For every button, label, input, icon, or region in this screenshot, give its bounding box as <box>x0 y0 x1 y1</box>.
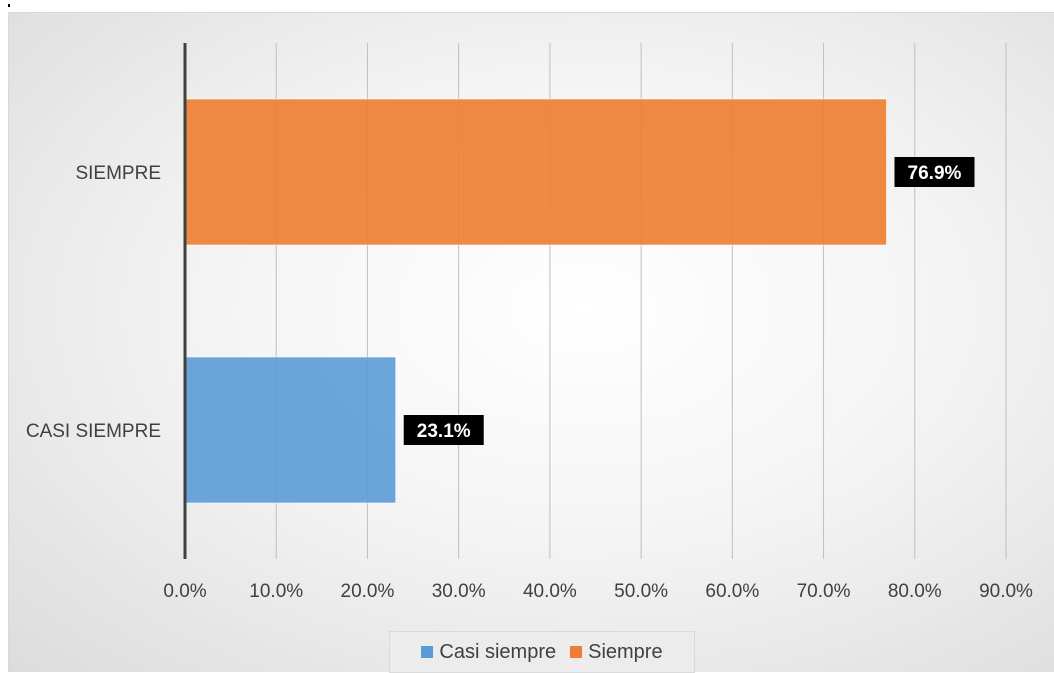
x-tick-label: 40.0% <box>523 581 577 602</box>
legend-label-casi-siempre: Casi siempre <box>439 640 557 663</box>
x-tick-label: 70.0% <box>797 581 851 602</box>
legend-swatch-casi-siempre <box>421 646 434 658</box>
x-tick-label: 20.0% <box>341 581 395 602</box>
bar <box>184 98 887 246</box>
x-tick-label: 10.0% <box>249 581 303 602</box>
legend-swatch-siempre <box>570 646 583 658</box>
data-label: 23.1% <box>417 421 471 442</box>
legend-label-siempre: Siempre <box>588 640 663 663</box>
category-label: CASI SIEMPRE <box>26 421 161 442</box>
legend-item-siempre: Siempre <box>570 640 663 664</box>
x-tick-label: 80.0% <box>888 581 942 602</box>
chart-area: 0.0% 10.0% 20.0% 30.0% 40.0% 50.0% 60.0% 70.0% 8… <box>8 12 1054 673</box>
bar-chart: 0.0% 10.0% 20.0% 30.0% 40.0% 50.0% 60.0% 70.0% 8… <box>26 43 1033 602</box>
chart-legend: Casi siempre Siempre <box>389 631 695 673</box>
x-tick-label: 30.0% <box>432 581 486 602</box>
data-label: 76.9% <box>908 163 962 184</box>
data-label-box <box>403 415 484 445</box>
corner-mark <box>8 4 10 7</box>
x-tick-label: 90.0% <box>979 581 1033 602</box>
x-tick-label: 0.0% <box>163 581 206 602</box>
x-tick-label: 50.0% <box>614 581 668 602</box>
data-label-box <box>894 157 975 187</box>
bar <box>184 356 397 504</box>
legend-item-casi-siempre: Casi siempre <box>421 641 556 664</box>
x-tick-label: 60.0% <box>705 581 759 602</box>
category-label: SIEMPRE <box>75 163 161 184</box>
